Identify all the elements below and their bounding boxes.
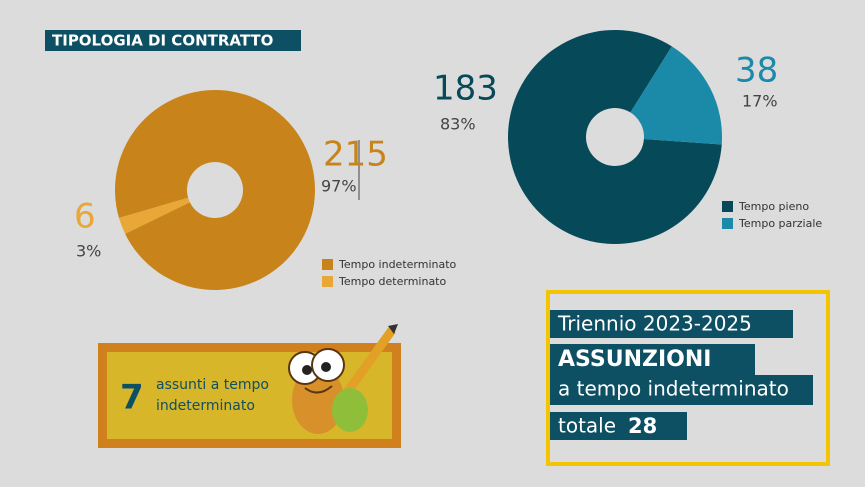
title-band <box>45 30 301 51</box>
callout-line: indeterminato <box>156 398 255 414</box>
summary-heading: ASSUNZIONI <box>558 347 711 372</box>
share-label: 3% <box>76 242 101 261</box>
title: TIPOLOGIA DI CONTRATTO <box>52 32 273 50</box>
legend-swatch <box>322 276 333 287</box>
donut-slice <box>630 46 723 145</box>
summary-band <box>550 412 687 440</box>
share-label: 83% <box>440 115 476 134</box>
donut-slice <box>118 197 190 234</box>
summary-band <box>550 344 755 375</box>
summary-period: Triennio 2023-2025 <box>557 312 752 336</box>
legend-label: Tempo indeterminato <box>338 258 457 271</box>
value-label: 6 <box>74 197 96 237</box>
summary-subheading: a tempo indeterminato <box>558 377 789 401</box>
summary-frame <box>546 290 830 466</box>
summary-total: 28 <box>628 414 657 438</box>
summary-band <box>550 375 813 405</box>
summary-band <box>550 310 793 338</box>
legend-label: Tempo determinato <box>338 275 446 288</box>
value-label: 215 <box>323 135 388 175</box>
donut-slice <box>508 30 722 244</box>
legend-swatch <box>322 259 333 270</box>
value-label: 38 <box>735 51 778 91</box>
mascot <box>288 324 398 434</box>
summary-total-label: totale <box>558 414 616 438</box>
share-label: 17% <box>742 92 778 111</box>
legend-label: Tempo parziale <box>738 217 822 230</box>
legend-label: Tempo pieno <box>738 200 809 213</box>
value-label: 183 <box>433 69 498 109</box>
legend-swatch <box>722 218 733 229</box>
donut-slice <box>115 90 316 291</box>
callout-line: assunti a tempo <box>156 377 269 393</box>
share-label: 97% <box>321 177 357 196</box>
callout-number: 7 <box>120 378 144 418</box>
legend-swatch <box>722 201 733 212</box>
